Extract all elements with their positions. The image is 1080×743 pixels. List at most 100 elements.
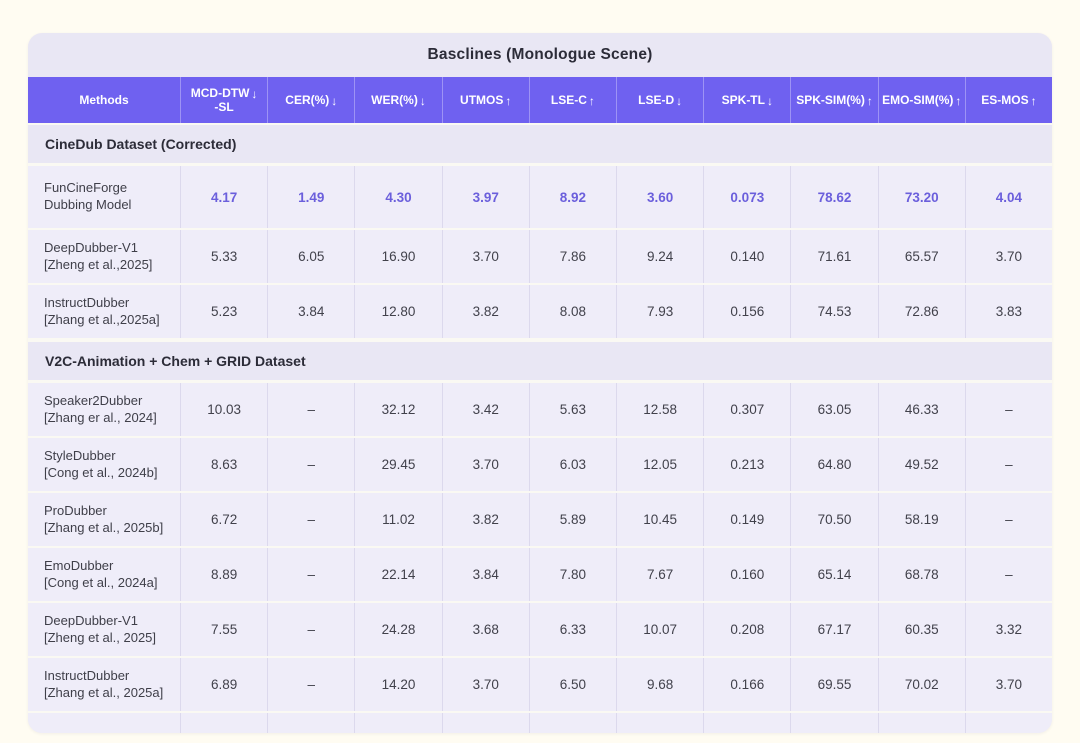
value-cell: 1.49: [267, 166, 354, 228]
value-cell: 4.04: [964, 166, 1052, 228]
value-cell: 0.307: [703, 383, 790, 436]
value-cell: 3.83: [964, 285, 1052, 338]
method-cell: DeepDubber-V1 [Zheng et al., 2025]: [28, 603, 180, 656]
method-name: InstructDubber: [44, 667, 130, 683]
value-cell: 14.20: [354, 658, 441, 711]
baselines-table-card: Basclines (Monologue Scene) Methods MCD-D…: [28, 33, 1052, 733]
value-cell: 8.89: [180, 548, 267, 601]
value-cell: 3.82: [441, 285, 529, 338]
value-cell: –: [267, 548, 354, 601]
column-header-label: Methods: [79, 92, 129, 107]
value-cell: 12.05: [616, 438, 703, 491]
value-cell: 65.57: [877, 230, 965, 283]
method-citation: [Zheng et al., 2025]: [44, 629, 157, 645]
value-cell: 67.17: [790, 603, 877, 656]
value-cell: 22.14: [354, 548, 441, 601]
value-cell: 7.67: [616, 548, 703, 601]
value-cell: 6.03: [528, 438, 616, 491]
column-header-label: LSE-D ↓: [638, 92, 683, 108]
method-cell: DeepDubber-V1 [Zheng et al.,2025]: [28, 230, 180, 283]
value-cell: 8.63: [180, 438, 267, 491]
arrow-down-icon: ↓: [251, 86, 258, 101]
value-cell: 11.02: [354, 493, 441, 546]
arrow-down-icon: ↓: [766, 93, 773, 108]
table-title: Basclines (Monologue Scene): [427, 46, 653, 63]
value-cell: 46.33: [877, 383, 965, 436]
value-cell: 49.52: [877, 438, 965, 491]
value-cell: 9.24: [616, 230, 703, 283]
table-row: StyleDubber [Cong et al., 2024b] 8.63–29.4…: [28, 438, 1052, 493]
column-header-label: MCD-DTW ↓: [190, 85, 258, 101]
value-cell: 7.86: [528, 230, 616, 283]
value-cell: 10.03: [180, 383, 267, 436]
column-header-label: LSE-C ↑: [550, 92, 595, 108]
arrow-up-icon: ↑: [955, 93, 962, 108]
method-citation: [Zhang et al., 2025a]: [44, 684, 164, 700]
value-cell: 3.60: [616, 166, 703, 228]
column-header-label: EMO-SIM(%) ↑: [882, 92, 962, 108]
method-name: ProDubber: [44, 502, 107, 518]
method-cell: ProDubber [Zhang et al., 2025b]: [28, 493, 180, 546]
table-row: EmoDubber [Cong et al., 2024a] 8.89–22.14 3…: [28, 548, 1052, 603]
value-cell: 6.33: [528, 603, 616, 656]
value-cell: 6.05: [267, 230, 354, 283]
value-cell: 3.70: [441, 230, 529, 283]
value-cell: –: [267, 383, 354, 436]
column-header-label: ES-MOS ↑: [981, 92, 1037, 108]
value-cell: 74.53: [790, 285, 877, 338]
value-cell: 6.89: [180, 658, 267, 711]
value-cell: 5.89: [528, 493, 616, 546]
value-cell: 24.28: [354, 603, 441, 656]
table-row: ProDubber [Zhang et al., 2025b] 6.72–11.02…: [28, 493, 1052, 548]
spacer-cell: [441, 713, 529, 733]
method-name: DeepDubber-V1: [44, 239, 138, 255]
table-row: Speaker2Dubber [Zhang er al., 2024] 10.03–…: [28, 383, 1052, 438]
value-cell: 4.17: [180, 166, 267, 228]
method-cell: EmoDubber [Cong et al., 2024a]: [28, 548, 180, 601]
spacer-cell: [180, 713, 267, 733]
arrow-up-icon: ↑: [588, 93, 595, 108]
column-header: EMO-SIM(%) ↑: [877, 77, 965, 123]
value-cell: 6.72: [180, 493, 267, 546]
spacer-cell: [267, 713, 354, 733]
arrow-up-icon: ↑: [866, 93, 873, 108]
value-cell: 7.55: [180, 603, 267, 656]
value-cell: 29.45: [354, 438, 441, 491]
value-cell: 3.70: [964, 658, 1052, 711]
value-cell: –: [964, 548, 1052, 601]
section-header: V2C-Animation + Chem + GRID Dataset: [28, 340, 1052, 383]
spacer-cell: [703, 713, 790, 733]
value-cell: 3.70: [441, 438, 529, 491]
value-cell: –: [267, 603, 354, 656]
column-header: SPK-SIM(%) ↑: [790, 77, 877, 123]
value-cell: 0.073: [703, 166, 790, 228]
method-cell: InstructDubber [Zhang et al.,2025a]: [28, 285, 180, 338]
value-cell: –: [267, 493, 354, 546]
method-citation: [Zhang et al.,2025a]: [44, 311, 160, 327]
value-cell: 3.32: [964, 603, 1052, 656]
value-cell: 3.68: [441, 603, 529, 656]
value-cell: 3.70: [964, 230, 1052, 283]
spacer-cell: [528, 713, 616, 733]
value-cell: 65.14: [790, 548, 877, 601]
value-cell: 0.208: [703, 603, 790, 656]
value-cell: 9.68: [616, 658, 703, 711]
value-cell: 8.08: [528, 285, 616, 338]
method-cell: Speaker2Dubber [Zhang er al., 2024]: [28, 383, 180, 436]
table-row: DeepDubber-V1 [Zheng et al.,2025] 5.33 6.05…: [28, 230, 1052, 285]
section-header: CineDub Dataset (Corrected): [28, 123, 1052, 166]
arrow-down-icon: ↓: [419, 93, 426, 108]
value-cell: 4.30: [354, 166, 441, 228]
method-name: InstructDubber: [44, 294, 130, 310]
value-cell: 10.45: [616, 493, 703, 546]
method-citation: Dubbing Model: [44, 197, 132, 212]
column-header: LSE-D ↓: [616, 77, 703, 123]
value-cell: 73.20: [877, 166, 965, 228]
value-cell: 0.166: [703, 658, 790, 711]
value-cell: 8.92: [528, 166, 616, 228]
method-name: StyleDubber: [44, 447, 116, 463]
value-cell: 63.05: [790, 383, 877, 436]
spacer-cell: [28, 713, 180, 733]
value-cell: 58.19: [877, 493, 965, 546]
column-header-label: SPK-SIM(%) ↑: [796, 92, 873, 108]
